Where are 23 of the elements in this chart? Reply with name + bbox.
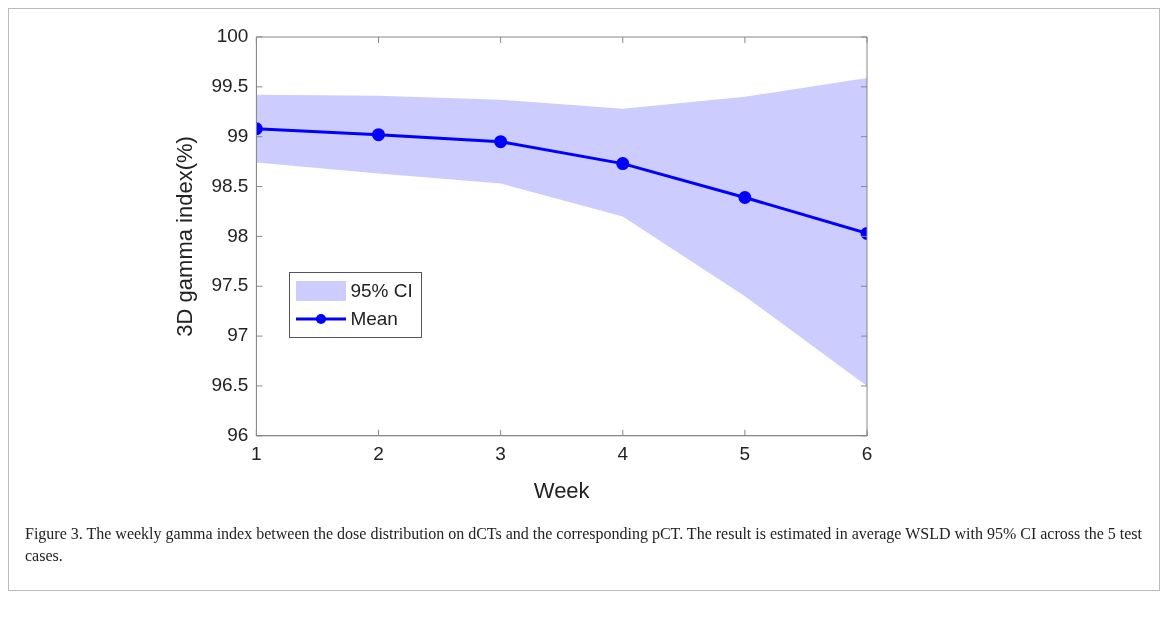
- y-tick-label: 98.5: [211, 174, 249, 196]
- y-tick-label: 96: [227, 424, 249, 446]
- point: [616, 157, 630, 171]
- x-tick-label: 3: [495, 443, 506, 465]
- legend-label: Mean: [350, 308, 398, 331]
- y-tick-label: 99.5: [211, 75, 249, 97]
- x-axis-title: Week: [533, 477, 591, 503]
- x-tick-label: 2: [373, 443, 384, 465]
- y-tick-label: 98: [227, 224, 249, 246]
- caption: Figure 3. The weekly gamma index between the dose distribution on dCTs and the corresponding pCT. The result is estimated in average WSLD with 95% CI across the 5 test cases.: [24, 524, 1143, 567]
- x-tick-label: 5: [739, 443, 751, 465]
- y-tick-label: 96.5: [211, 374, 249, 396]
- point: [494, 135, 508, 149]
- y-tick-label: 97.5: [211, 274, 249, 296]
- y-tick-label: 97: [227, 324, 249, 346]
- x-tick-label: 4: [617, 443, 629, 465]
- x-tick-label: 1: [251, 443, 262, 465]
- y-axis-title: 3D gamma index(%): [172, 136, 198, 337]
- annotation: 95% CI: [350, 280, 413, 303]
- point: [372, 128, 385, 142]
- y-tick-label: 100: [216, 25, 249, 47]
- y-tick-label: 99: [227, 124, 249, 146]
- x-tick-label: 6: [861, 443, 873, 465]
